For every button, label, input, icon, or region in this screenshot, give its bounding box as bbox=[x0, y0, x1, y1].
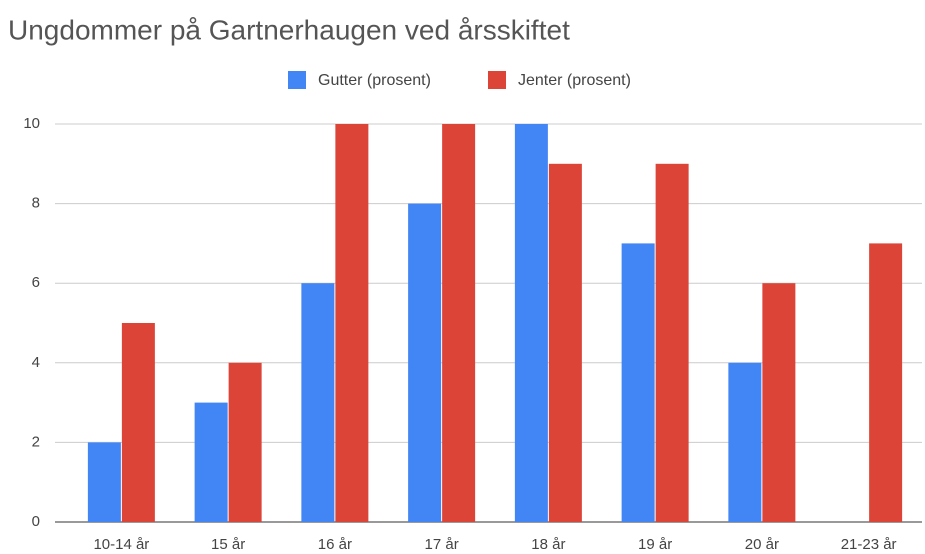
x-tick-label: 17 år bbox=[425, 536, 459, 553]
y-tick-label: 0 bbox=[32, 513, 40, 530]
x-tick-label: 16 år bbox=[318, 536, 352, 553]
x-tick-label: 10-14 år bbox=[93, 536, 149, 553]
legend-label: Gutter (prosent) bbox=[318, 72, 431, 89]
x-tick-label: 15 år bbox=[211, 536, 245, 553]
legend-swatch bbox=[488, 71, 506, 89]
x-tick-label: 20 år bbox=[745, 536, 779, 553]
bar bbox=[301, 283, 335, 522]
x-tick-label: 18 år bbox=[531, 536, 565, 553]
bar bbox=[194, 402, 228, 522]
bar bbox=[228, 362, 262, 522]
y-tick-label: 2 bbox=[32, 433, 40, 450]
legend-label: Jenter (prosent) bbox=[518, 72, 631, 89]
legend-swatch bbox=[288, 71, 306, 89]
bar bbox=[548, 163, 582, 523]
y-tick-label: 8 bbox=[32, 195, 40, 212]
chart-title: Ungdommer på Gartnerhaugen ved årsskifte… bbox=[8, 14, 570, 45]
y-tick-label: 6 bbox=[32, 274, 40, 291]
bar bbox=[728, 362, 762, 522]
bar bbox=[762, 283, 796, 522]
y-tick-label: 10 bbox=[23, 115, 40, 132]
bar bbox=[87, 442, 121, 522]
bar bbox=[514, 124, 548, 522]
bar bbox=[655, 163, 689, 523]
bar bbox=[869, 243, 903, 522]
bar bbox=[335, 124, 369, 522]
bar bbox=[442, 124, 476, 522]
bar bbox=[408, 203, 442, 522]
x-tick-label: 19 år bbox=[638, 536, 672, 553]
y-tick-label: 4 bbox=[32, 354, 40, 371]
bar bbox=[121, 323, 155, 522]
bar bbox=[621, 243, 655, 522]
x-tick-label: 21-23 år bbox=[841, 536, 897, 553]
